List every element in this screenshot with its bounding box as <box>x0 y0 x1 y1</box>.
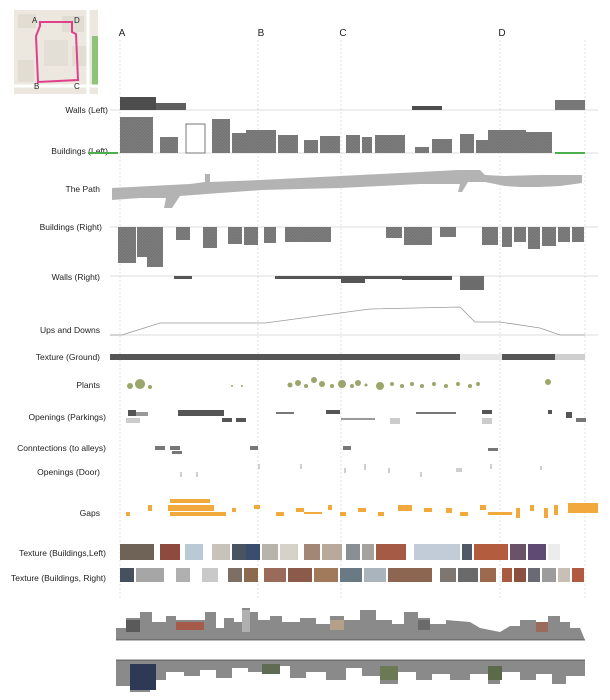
location-map: A D B C <box>14 10 98 94</box>
label-texture-ground: Texture (Ground) <box>35 352 100 362</box>
walls-right-bars <box>174 276 484 290</box>
label-buildings-right: Buildings (Right) <box>39 222 102 232</box>
marker-c: C <box>339 28 347 39</box>
texture-ground-bars <box>110 354 585 360</box>
elevation-profile <box>110 306 585 336</box>
openings-door-bars <box>180 464 542 477</box>
label-walls-right: Walls (Right) <box>51 272 100 282</box>
marker-a: A <box>118 28 126 39</box>
marker-d: D <box>498 28 506 39</box>
street-elevation-right <box>116 659 585 692</box>
label-path: The Path <box>65 184 101 194</box>
openings-parking-bars <box>126 410 586 424</box>
street-elevation-left <box>116 608 585 641</box>
texture-buildings-right-swatches <box>120 568 584 582</box>
label-walls-left: Walls (Left) <box>65 105 108 115</box>
map-point-a: A <box>32 16 38 25</box>
plants-dots <box>127 377 551 390</box>
label-openings-door: Openings (Door) <box>37 467 100 477</box>
map-point-c: C <box>74 82 80 91</box>
label-texture-bldg-left: Texture (Buildings,Left) <box>19 548 106 558</box>
buildings-right-bars <box>118 227 584 267</box>
label-openings-parking: Openings (Parkings) <box>28 412 106 422</box>
label-plants: Plants <box>76 380 100 390</box>
texture-buildings-left-swatches <box>120 544 560 560</box>
label-ups-downs: Ups and Downs <box>39 325 100 335</box>
walls-left-bars <box>120 97 585 110</box>
label-connections: Conntections (to alleys) <box>17 443 106 453</box>
label-gaps: Gaps <box>79 508 100 518</box>
gaps-bars <box>126 499 598 518</box>
buildings-left-bars <box>120 117 552 154</box>
path-shape <box>112 170 582 208</box>
label-buildings-left: Buildings (Left) <box>51 146 108 156</box>
label-texture-bldg-right: Texture (Buildings, Right) <box>11 573 106 583</box>
map-canvas <box>14 10 98 94</box>
map-point-d: D <box>74 16 80 25</box>
connections-bars <box>155 446 498 454</box>
marker-b: B <box>257 28 265 39</box>
map-point-b: B <box>34 82 40 91</box>
